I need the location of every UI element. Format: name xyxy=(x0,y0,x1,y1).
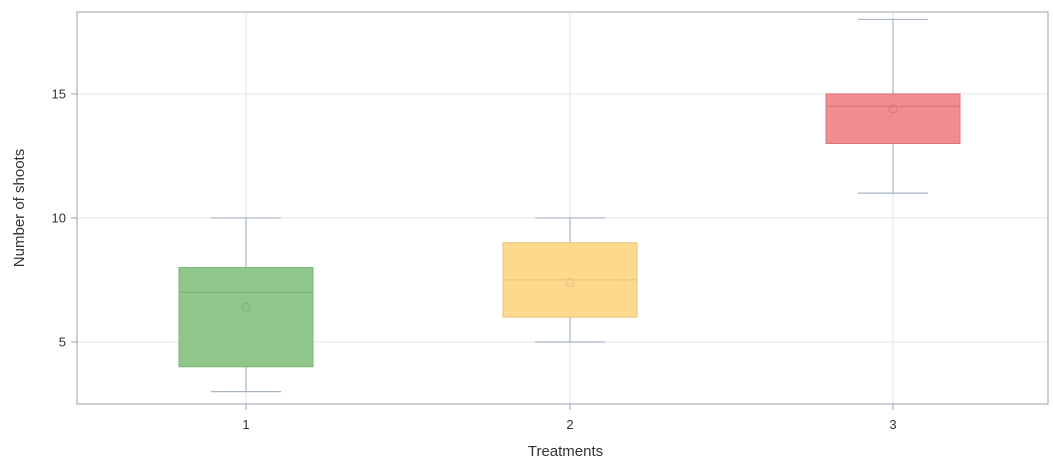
iqr-box xyxy=(825,93,961,144)
box-3 xyxy=(825,18,961,194)
y-tick-label: 10 xyxy=(52,210,66,225)
mean-marker xyxy=(565,277,575,287)
y-axis-label: Number of shoots xyxy=(11,149,28,267)
x-axis-label: Treatments xyxy=(528,443,603,459)
plot-frame xyxy=(76,11,1049,405)
x-tick-label: 3 xyxy=(889,417,896,432)
iqr-box xyxy=(178,267,314,368)
box-1 xyxy=(178,217,314,393)
box-2 xyxy=(502,217,638,343)
axes xyxy=(71,11,1049,410)
boxes xyxy=(178,18,961,393)
x-tick-label: 2 xyxy=(566,417,573,432)
y-tick-label: 5 xyxy=(59,334,66,349)
mean-marker xyxy=(888,104,898,114)
mean-marker xyxy=(241,302,251,312)
x-tick-label: 1 xyxy=(242,417,249,432)
tick-labels: 5 10 15 1 2 3 xyxy=(52,86,897,432)
y-tick-label: 15 xyxy=(52,86,66,101)
